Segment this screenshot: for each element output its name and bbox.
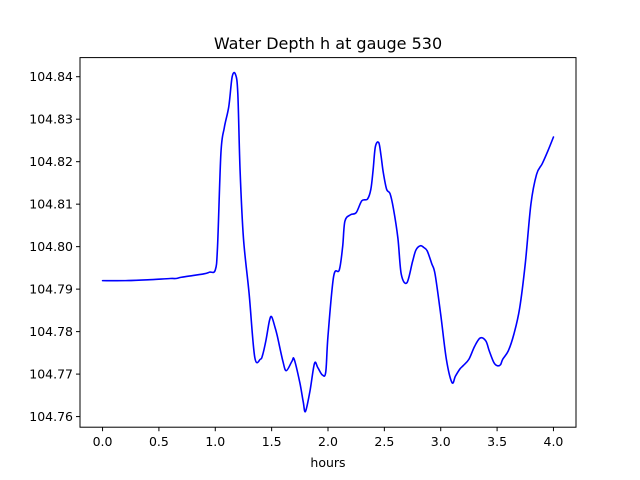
y-axis: 104.76 104.77 104.78 104.79 104.80 104.81 104.… (29, 69, 80, 424)
x-tick-label: 2.0 (318, 434, 338, 449)
y-tick-label: 104.83 (29, 112, 73, 127)
y-tick-label: 104.79 (29, 282, 73, 297)
x-tick-label: 4.0 (544, 434, 564, 449)
plot-content (101, 71, 555, 413)
x-tick-label: 1.5 (262, 434, 282, 449)
y-tick-label: 104.84 (29, 69, 73, 84)
x-tick-label: 2.5 (374, 434, 394, 449)
x-axis: 0.0 0.5 1.0 1.5 2.0 2.5 3.0 3.5 4.0 (93, 427, 564, 449)
x-tick-label: 1.0 (205, 434, 225, 449)
y-tick-label: 104.78 (29, 324, 73, 339)
y-tick-label: 104.80 (29, 239, 73, 254)
y-tick-label: 104.77 (29, 367, 73, 382)
series-line-0 (101, 71, 555, 413)
x-tick-label: 3.0 (431, 434, 451, 449)
y-tick-label: 104.81 (29, 197, 73, 212)
x-tick-label: 0.5 (149, 434, 169, 449)
x-axis-label: hours (310, 455, 345, 470)
chart-title: Water Depth h at gauge 530 (214, 34, 442, 53)
y-tick-label: 104.82 (29, 154, 73, 169)
y-tick-label: 104.76 (29, 409, 73, 424)
x-tick-label: 3.5 (487, 434, 507, 449)
x-tick-label: 0.0 (93, 434, 113, 449)
